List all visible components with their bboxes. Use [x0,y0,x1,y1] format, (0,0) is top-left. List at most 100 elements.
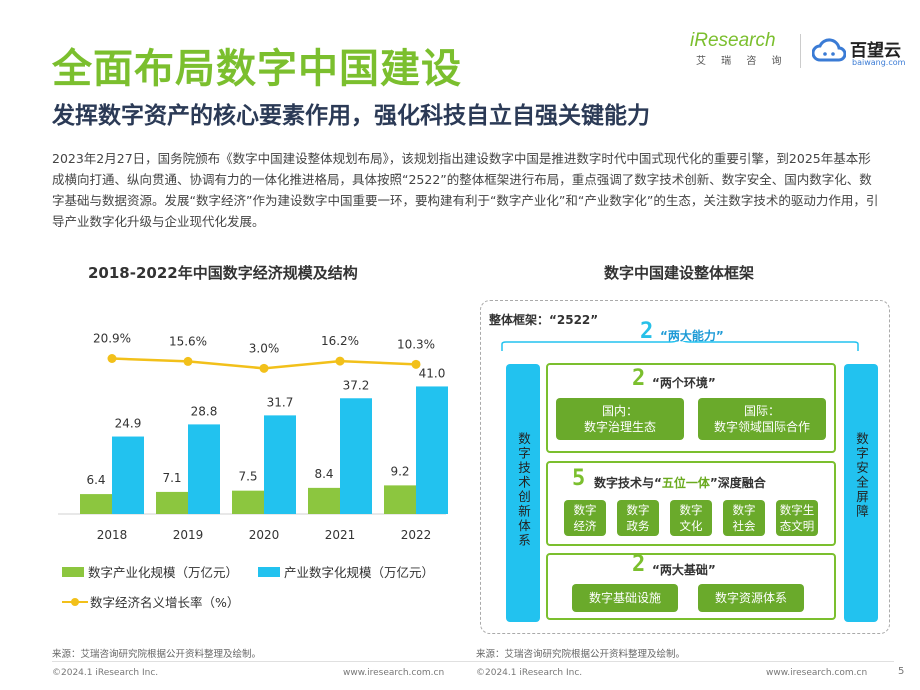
legend-item-growth: 数字经济名义增长率（%） [62,592,239,611]
label-digitization-2022: 41.0 [419,366,446,380]
bar-digitization-2019 [188,424,220,514]
legend-label-growth: 数字经济名义增长率（%） [90,595,240,610]
x-tick-2018: 2018 [97,528,128,542]
logo-divider [800,34,801,68]
x-tick-2022: 2022 [401,528,432,542]
bar-digitization-2022 [416,386,448,514]
label-digitization-2019: 28.8 [191,404,218,418]
bar-industry-2021 [308,487,340,514]
iresearch-logo-cn: 艾 瑞 咨 询 [696,56,788,67]
five-item-3: 数字 社会 [723,500,765,536]
cloud-icon [811,38,847,62]
chart-section-title: 2018-2022年中国数字经济规模及结构 [88,264,358,282]
baiwang-logo-url: baiwang.com [852,58,906,67]
five-item-4-line-1: 态文明 [779,519,815,533]
source-note-right: 来源：艾瑞咨询研究院根据公开资料整理及绘制。 [476,649,686,660]
right-column-security: 数字安全屏障 [844,364,878,622]
environments-box [546,363,836,453]
legend-swatch-blue [258,566,280,577]
digit-2-capabilities: 2 [640,319,654,344]
growth-point-2022 [411,359,421,369]
env-domestic-line1: 国内： [601,404,638,418]
digit-5: 5 [572,466,586,491]
growth-point-2021 [335,356,345,366]
five-item-3-line-0: 数字 [732,503,756,517]
footer-url-right: www.iresearch.com.cn [766,668,868,678]
label-industry-2018: 6.4 [86,473,105,487]
bar-line-chart: 6.4 24.9 2018 7.1 28.8 2019 7.5 31.7 2020 8.4 37.2… [58,332,448,542]
five-item-2: 数字 文化 [670,500,712,536]
five-item-3-line-1: 社会 [732,519,756,533]
five-in-one-label-a: 数字技术与“ [594,476,662,490]
five-in-one-label-c: ”深度融合 [709,476,766,490]
five-item-1: 数字 政务 [617,500,659,536]
two-environments-label: “两个环境” [652,376,716,390]
env-domestic: 国内： 数字治理生态 [556,398,684,440]
five-item-1-line-1: 政务 [626,519,650,533]
growth-point-2019 [183,356,193,366]
legend-swatch-green [62,566,84,577]
bar-industry-2020 [232,490,264,514]
five-in-one-label-b: 五位一体 [661,476,710,490]
page-subtitle: 发挥数字资产的核心要素作用，强化科技自立自强关键能力 [52,103,650,129]
page-title: 全面布局数字中国建设 [52,46,462,92]
footer-copyright-right: ©2024.1 iResearch Inc. [476,668,583,678]
iresearch-logo: iResearch 艾 瑞 咨 询 [690,30,795,80]
label-industry-2021: 8.4 [314,467,333,481]
bar-digitization-2018 [112,436,144,514]
footer-copyright-left: ©2024.1 iResearch Inc. [52,668,159,678]
footer-url-left: www.iresearch.com.cn [343,668,445,678]
growth-point-2018 [107,354,117,364]
legend-item-digitization: 产业数字化规模（万亿元） [258,562,434,581]
capabilities-bracket [501,341,859,351]
legend-item-industry: 数字产业化规模（万亿元） [62,562,238,581]
legend-label-digitization: 产业数字化规模（万亿元） [284,565,435,580]
bar-digitization-2020 [264,415,296,514]
source-note-left: 来源：艾瑞咨询研究院根据公开资料整理及绘制。 [52,649,262,660]
left-column-label: 数字技术创新体系 [516,432,531,548]
digit-2-foundations: 2 [632,552,646,577]
bar-digitization-2021 [340,398,372,514]
bar-industry-2018 [80,494,112,514]
foundations-box [546,553,836,620]
growth-label-2019: 15.6% [169,334,207,348]
foundation-resources: 数字资源体系 [698,584,804,612]
label-digitization-2021: 37.2 [343,378,370,392]
five-item-2-line-1: 文化 [679,519,703,533]
five-item-4-line-0: 数字生 [779,503,815,517]
page-number: 5 [898,666,905,677]
intro-paragraph: 2023年2月27日，国务院颁布《数字中国建设整体规划布局》，该规划指出建设数字… [52,151,879,229]
five-item-1-line-0: 数字 [626,503,650,517]
x-tick-2020: 2020 [249,528,280,542]
digit-2-environments: 2 [632,366,646,391]
left-column-innovation: 数字技术创新体系 [506,364,540,622]
framework-border [480,300,890,634]
x-tick-2019: 2019 [173,528,204,542]
five-item-4: 数字生 态文明 [776,500,818,536]
five-item-2-line-0: 数字 [679,503,703,517]
env-international: 国际： 数字领域国际合作 [698,398,826,440]
env-international-line2: 数字领域国际合作 [713,420,810,434]
iresearch-logo-text: iResearch [690,30,776,51]
foundation-infrastructure: 数字基础设施 [572,584,678,612]
bar-industry-2019 [156,491,188,514]
label-digitization-2020: 31.7 [267,395,294,409]
x-tick-2021: 2021 [325,528,356,542]
five-item-0: 数字 经济 [564,500,606,536]
growth-point-2020 [259,363,269,373]
label-industry-2020: 7.5 [238,470,257,484]
label-industry-2022: 9.2 [390,464,409,478]
framework-label: 整体框架：“2522” [489,313,599,327]
env-domestic-line2: 数字治理生态 [583,420,656,434]
env-international-line1: 国际： [743,404,780,418]
label-digitization-2018: 24.9 [115,417,142,431]
five-in-one-box [546,461,836,546]
framework-section-title: 数字中国建设整体框架 [604,264,755,282]
two-capabilities-label: “两大能力” [660,329,724,343]
label-industry-2019: 7.1 [162,471,181,485]
baiwang-logo-text: 百望云 [850,41,901,61]
growth-label-2018: 20.9% [93,332,131,346]
five-item-0-line-1: 经济 [573,519,597,533]
baiwang-logo: 百望云 baiwang.com [811,36,917,70]
five-item-0-line-0: 数字 [573,503,597,517]
